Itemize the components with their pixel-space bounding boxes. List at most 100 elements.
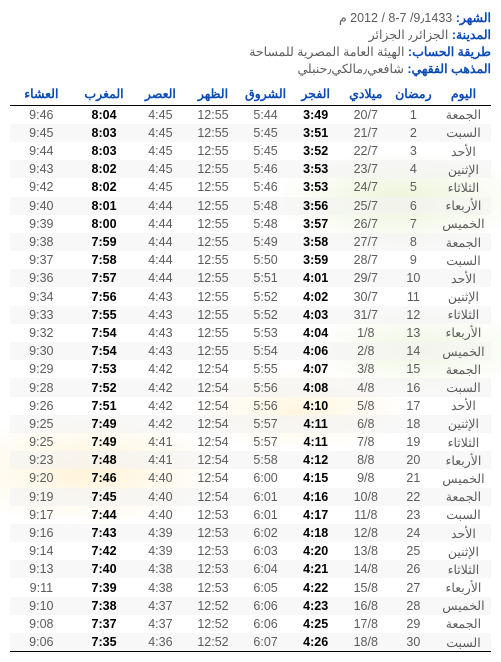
- table-cell: 9:08: [10, 615, 73, 633]
- table-cell: 9:40: [10, 197, 73, 215]
- table-cell: 6: [391, 197, 436, 215]
- table-cell: 15: [391, 360, 436, 378]
- table-cell: 6:06: [241, 615, 291, 633]
- table-cell: 20: [391, 451, 436, 469]
- table-cell: 12:54: [185, 415, 240, 433]
- table-cell: 21/7: [341, 124, 391, 142]
- table-cell: 8/8: [341, 451, 391, 469]
- table-row: الأحد1029/74:015:5112:554:447:579:36: [10, 269, 491, 287]
- table-cell: 30/7: [341, 287, 391, 305]
- table-cell: 9:37: [10, 251, 73, 269]
- table-cell: 6:03: [241, 542, 291, 560]
- table-cell: 5:48: [241, 197, 291, 215]
- madhab-label: المذهب الفقهي:: [407, 62, 491, 76]
- table-cell: 18/8: [341, 633, 391, 652]
- table-cell: 5:55: [241, 360, 291, 378]
- table-cell: 3:49: [291, 105, 341, 124]
- header-calc: طريقة الحساب: الهيئة العامة المصرية للمس…: [10, 44, 491, 59]
- table-cell: 4:16: [291, 488, 341, 506]
- table-row: الجمعة827/73:585:4912:554:447:599:38: [10, 233, 491, 251]
- table-cell: 5:52: [241, 287, 291, 305]
- table-cell: 4:39: [135, 524, 185, 542]
- column-header: رمضان: [391, 84, 436, 105]
- table-cell: الأحد: [436, 397, 491, 415]
- table-cell: 4:36: [135, 633, 185, 652]
- table-cell: 12:54: [185, 488, 240, 506]
- table-cell: 6:01: [241, 488, 291, 506]
- table-row: الثلاثاء1231/74:035:5212:554:437:559:33: [10, 306, 491, 324]
- table-cell: 5:57: [241, 415, 291, 433]
- table-cell: 2/8: [341, 342, 391, 360]
- table-cell: 4:01: [291, 269, 341, 287]
- table-cell: 12:55: [185, 269, 240, 287]
- table-row: الإثنين1130/74:025:5212:554:437:569:34: [10, 287, 491, 305]
- table-cell: 20/7: [341, 105, 391, 124]
- table-cell: 21: [391, 469, 436, 487]
- table-cell: 10: [391, 269, 436, 287]
- table-row: السبت3018/84:266:0712:524:367:359:06: [10, 633, 491, 652]
- table-cell: 28/7: [341, 251, 391, 269]
- column-header: العشاء: [10, 84, 73, 105]
- table-cell: 9:19: [10, 488, 73, 506]
- table-cell: 7:57: [73, 269, 136, 287]
- table-cell: الخميس: [436, 215, 491, 233]
- table-cell: 24/7: [341, 178, 391, 196]
- table-cell: 28: [391, 597, 436, 615]
- table-cell: 27: [391, 578, 436, 596]
- table-cell: الجمعة: [436, 615, 491, 633]
- table-cell: 12:54: [185, 451, 240, 469]
- table-cell: 4:44: [135, 233, 185, 251]
- table-cell: 4:42: [135, 415, 185, 433]
- table-cell: 3:51: [291, 124, 341, 142]
- table-cell: 4:02: [291, 287, 341, 305]
- table-cell: 5:52: [241, 306, 291, 324]
- table-cell: 4:11: [291, 433, 341, 451]
- table-row: الإثنين2513/84:206:0312:534:397:429:14: [10, 542, 491, 560]
- calc-value: الهيئة العامة المصرية للمساحة: [249, 45, 404, 59]
- table-cell: الجمعة: [436, 105, 491, 124]
- table-cell: الثلاثاء: [436, 433, 491, 451]
- city-value: الجزائر٫ الجزائر: [369, 28, 449, 42]
- table-cell: 9:33: [10, 306, 73, 324]
- table-cell: 17/8: [341, 615, 391, 633]
- table-row: الجمعة2210/84:166:0112:544:407:459:19: [10, 488, 491, 506]
- table-cell: 4:12: [291, 451, 341, 469]
- table-cell: 4:42: [135, 360, 185, 378]
- table-cell: الأحد: [436, 142, 491, 160]
- table-cell: 18: [391, 415, 436, 433]
- table-row: الأحد175/84:105:5612:544:427:519:26: [10, 397, 491, 415]
- table-row: السبت164/84:085:5612:544:427:529:28: [10, 378, 491, 396]
- table-cell: 8:03: [73, 124, 136, 142]
- table-cell: 5:50: [241, 251, 291, 269]
- table-cell: 24: [391, 524, 436, 542]
- table-cell: 11: [391, 287, 436, 305]
- table-cell: 4:11: [291, 415, 341, 433]
- table-cell: 5: [391, 178, 436, 196]
- table-cell: 4:37: [135, 615, 185, 633]
- table-cell: 7:53: [73, 360, 136, 378]
- table-cell: الثلاثاء: [436, 178, 491, 196]
- table-cell: 9:36: [10, 269, 73, 287]
- table-cell: 12:52: [185, 615, 240, 633]
- header-city: المدينة: الجزائر٫ الجزائر: [10, 27, 491, 42]
- table-cell: 6:07: [241, 633, 291, 652]
- table-cell: 12:55: [185, 105, 240, 124]
- table-cell: 4:44: [135, 269, 185, 287]
- column-header: الشروق: [241, 84, 291, 105]
- table-cell: 5:57: [241, 433, 291, 451]
- table-cell: السبت: [436, 506, 491, 524]
- table-cell: 7:59: [73, 233, 136, 251]
- table-cell: 12:54: [185, 378, 240, 396]
- month-value: 9٫1433/ 7-8 / 2012 م: [339, 11, 452, 25]
- table-cell: 6/8: [341, 415, 391, 433]
- table-cell: الثلاثاء: [436, 306, 491, 324]
- table-cell: 4:18: [291, 524, 341, 542]
- table-cell: 4:45: [135, 142, 185, 160]
- table-cell: 19: [391, 433, 436, 451]
- table-cell: 5:53: [241, 324, 291, 342]
- table-cell: 7:39: [73, 578, 136, 596]
- column-header: الفجر: [291, 84, 341, 105]
- table-cell: السبت: [436, 378, 491, 396]
- table-body: الجمعة120/73:495:4412:554:458:049:46السب…: [10, 105, 491, 652]
- table-cell: 7/8: [341, 433, 391, 451]
